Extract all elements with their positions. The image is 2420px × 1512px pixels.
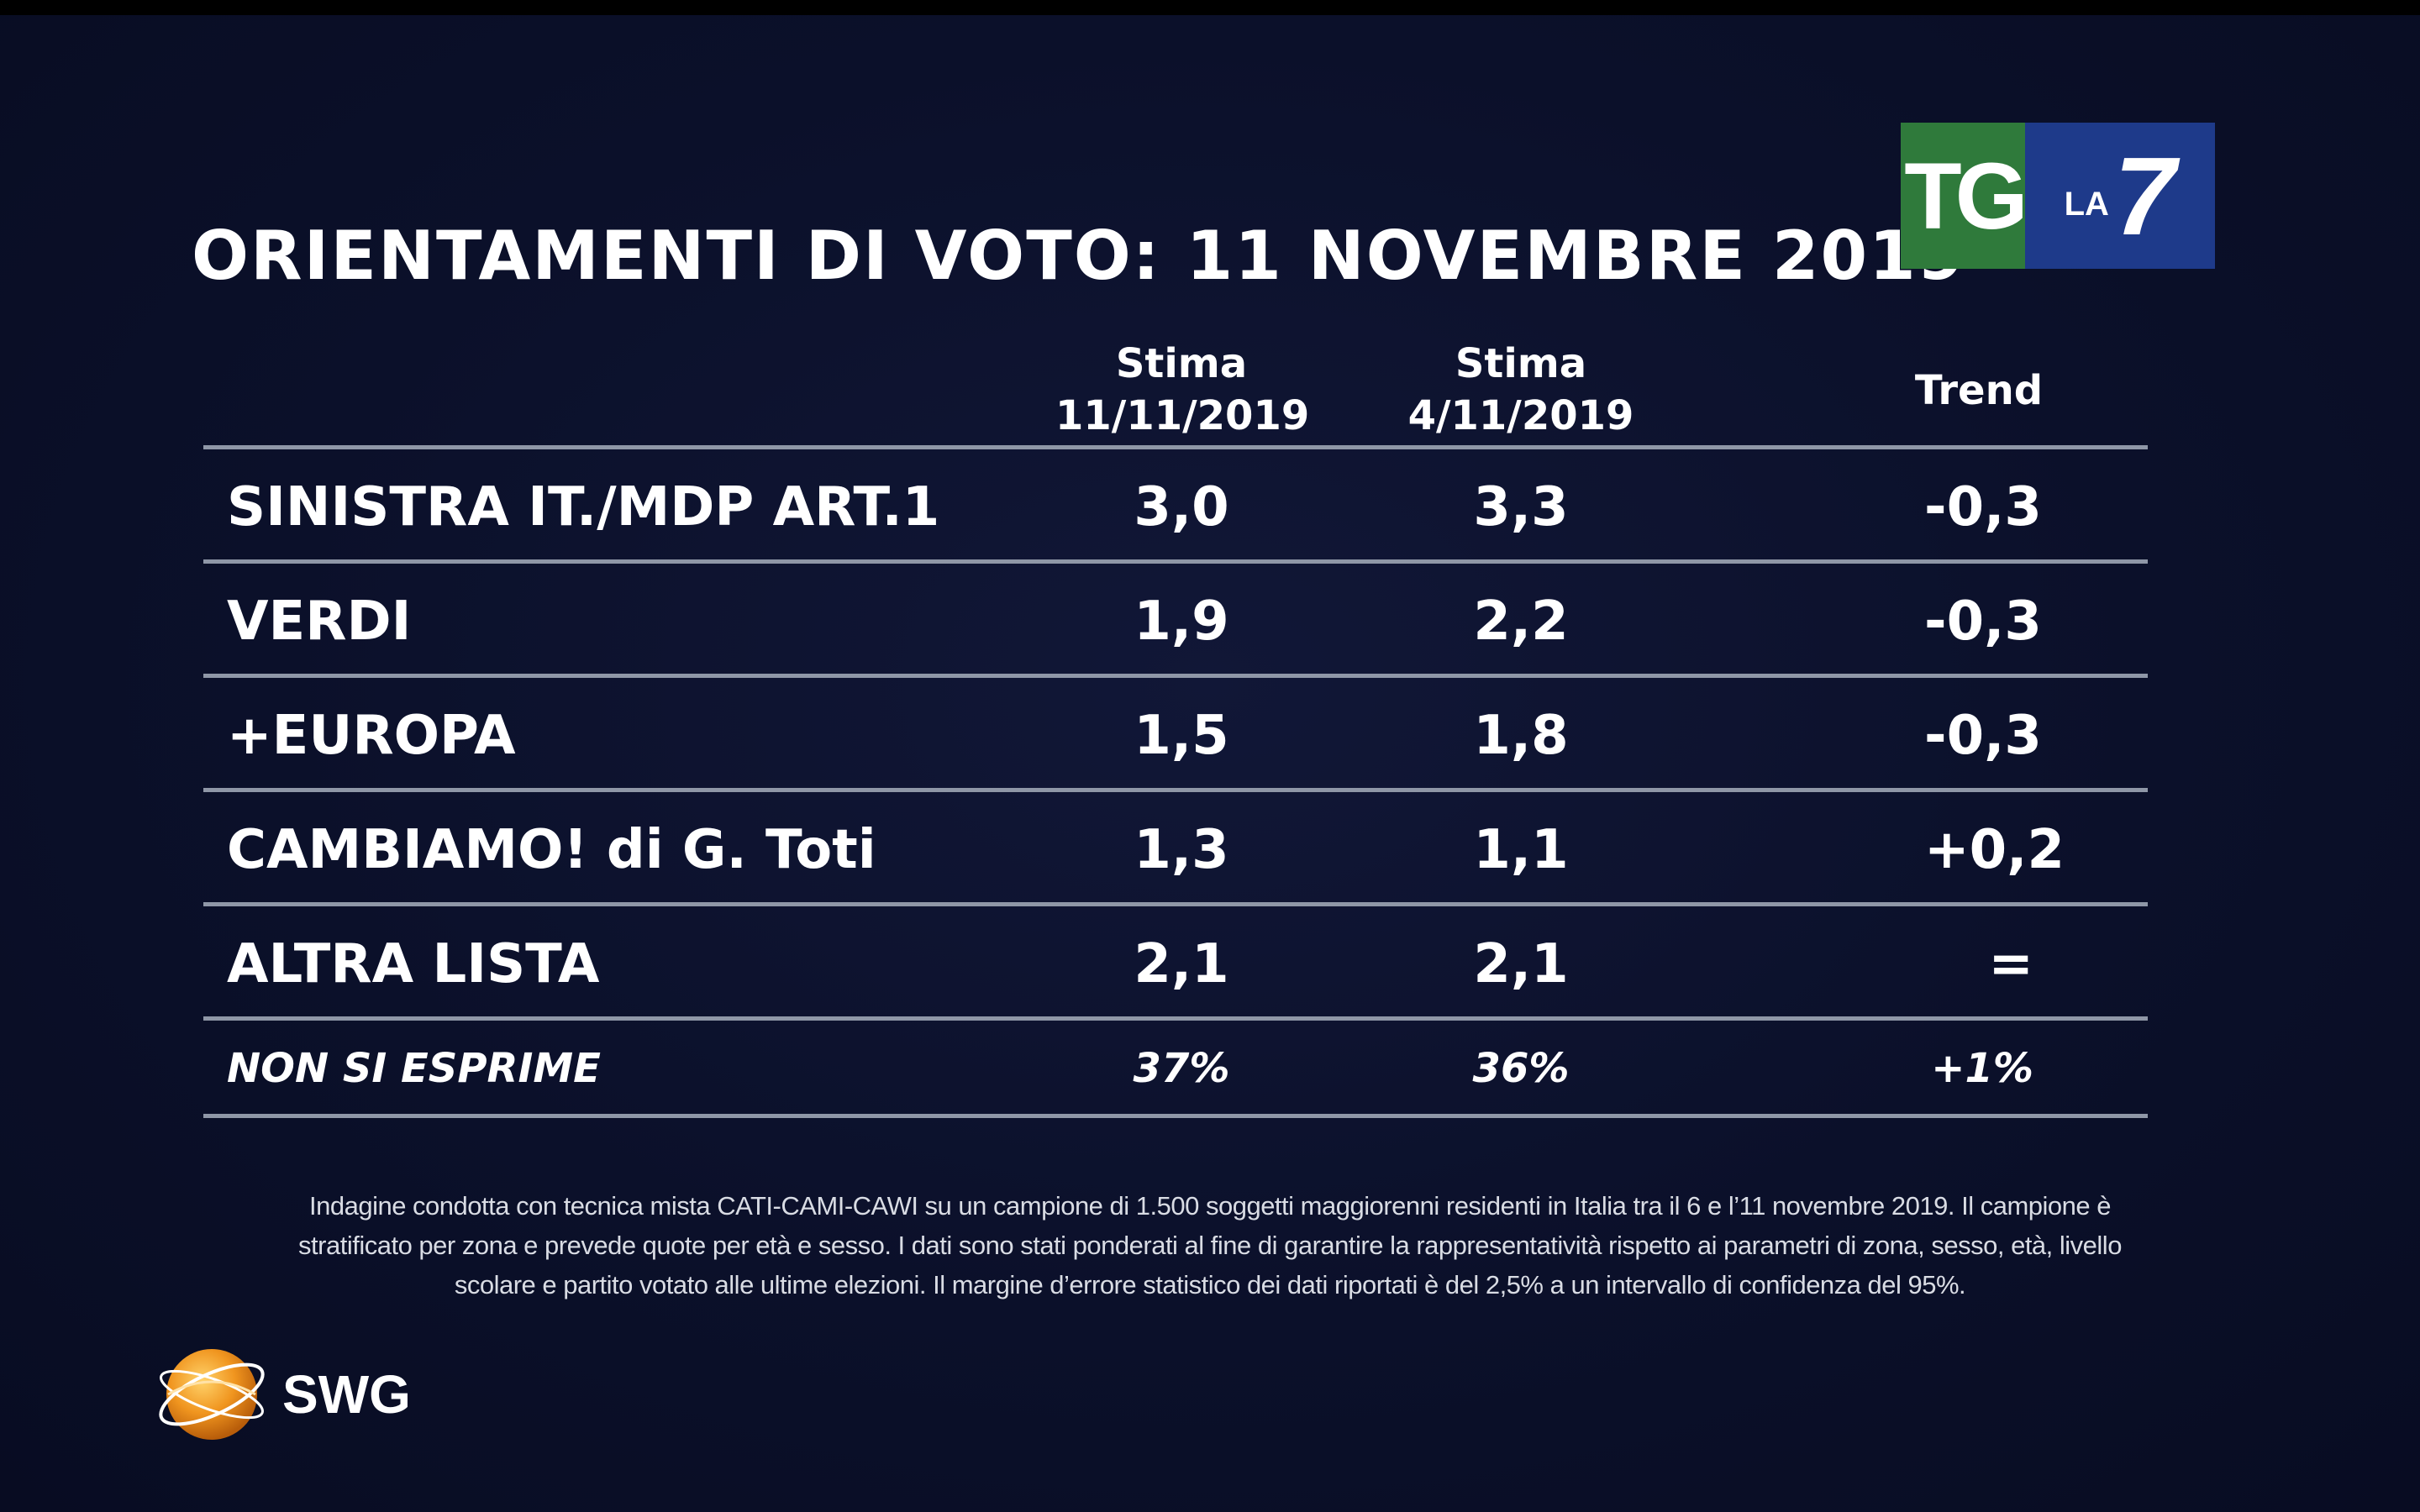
trend-value: +1% (1931, 1045, 2033, 1092)
party-name: ALTRA LISTA (227, 933, 600, 995)
column-header-line: 11/11/2019 (1055, 392, 1310, 439)
swg-logo: SWG (156, 1336, 411, 1453)
stima-11-11-value: 1,3 (1134, 819, 1229, 881)
column-header-stima-11-11: Stima 11/11/2019 (1055, 338, 1310, 442)
stima-4-11-value: 1,1 (1473, 819, 1569, 881)
stima-4-11-value: 36% (1472, 1045, 1570, 1092)
stima-4-11-value: 1,8 (1473, 705, 1569, 767)
footnote-line: stratificato per zona e prevede quote pe… (298, 1231, 2122, 1260)
stima-11-11-value: 2,1 (1134, 933, 1229, 995)
table-divider (203, 445, 2148, 449)
party-name: NON SI ESPRIME (227, 1045, 601, 1092)
top-strip (0, 0, 2420, 15)
party-name: +EUROPA (227, 705, 516, 767)
table-divider (203, 902, 2148, 906)
table-divider (203, 1114, 2148, 1118)
stima-11-11-value: 3,0 (1134, 476, 1229, 538)
stima-4-11-value: 2,2 (1473, 591, 1569, 653)
party-name: VERDI (227, 591, 412, 653)
page-title: ORIENTAMENTI DI VOTO: 11 NOVEMBRE 2019 (192, 217, 1966, 295)
tg-logo-part: TG (1901, 123, 2028, 269)
table-divider (203, 788, 2148, 792)
stima-4-11-value: 3,3 (1473, 476, 1569, 538)
trend-value: -0,3 (1924, 476, 2042, 538)
stima-11-11-value: 1,5 (1134, 705, 1229, 767)
column-header-line: Stima (1455, 340, 1587, 387)
stima-11-11-value: 37% (1133, 1045, 1230, 1092)
table-divider (203, 1016, 2148, 1021)
table-row: VERDI 1,9 2,2 -0,3 (0, 568, 2420, 675)
swg-logo-text: SWG (282, 1364, 411, 1425)
seven-logo-text: 7 (2113, 134, 2176, 258)
table-row: ALTRA LISTA 2,1 2,1 = (0, 911, 2420, 1018)
party-name: SINISTRA IT./MDP ART.1 (227, 476, 940, 538)
table-divider (203, 559, 2148, 564)
table-divider (203, 674, 2148, 678)
trend-value: +0,2 (1924, 819, 2065, 881)
table-row: +EUROPA 1,5 1,8 -0,3 (0, 682, 2420, 790)
trend-value: = (1988, 933, 2033, 995)
tg-la7-logo: TG LA 7 (1901, 123, 2215, 269)
footnote-line: scolare e partito votato alle ultime ele… (454, 1270, 1966, 1299)
globe-icon (159, 1349, 265, 1440)
stima-11-11-value: 1,9 (1134, 591, 1229, 653)
column-header-line: 4/11/2019 (1407, 392, 1634, 439)
table-row: SINISTRA IT./MDP ART.1 3,0 3,3 -0,3 (0, 454, 2420, 561)
trend-value: -0,3 (1924, 705, 2042, 767)
trend-value: -0,3 (1924, 591, 2042, 653)
party-name: CAMBIAMO! di G. Toti (227, 819, 876, 881)
footnote-line: Indagine condotta con tecnica mista CATI… (309, 1191, 2111, 1221)
table-row-non-si-esprime: NON SI ESPRIME 37% 36% +1% (0, 1025, 2420, 1132)
column-header-trend: Trend (1849, 365, 2109, 417)
la-logo-text: LA (2064, 185, 2109, 223)
column-header-stima-4-11: Stima 4/11/2019 (1395, 338, 1647, 442)
table-row: CAMBIAMO! di G. Toti 1,3 1,1 +0,2 (0, 796, 2420, 904)
column-header-line: Trend (1914, 367, 2044, 414)
la7-logo-part: LA 7 (2025, 123, 2215, 269)
methodology-footnote: Indagine condotta con tecnica mista CATI… (185, 1186, 2235, 1305)
column-header-line: Stima (1115, 340, 1248, 387)
stima-4-11-value: 2,1 (1473, 933, 1569, 995)
